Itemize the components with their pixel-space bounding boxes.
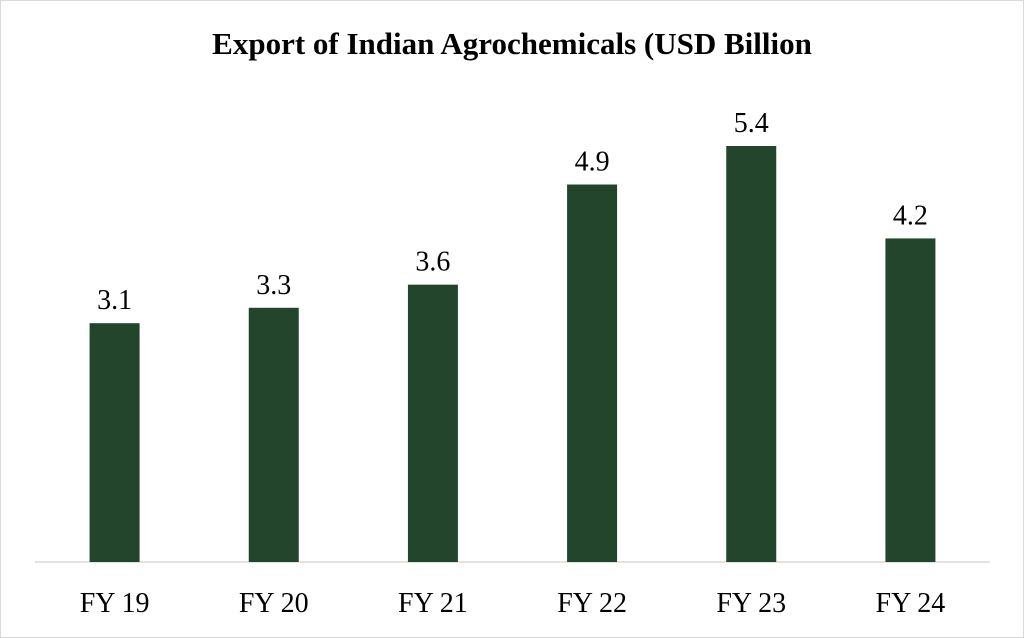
x-tick-label-fy-21: FY 21 bbox=[398, 588, 468, 619]
x-tick-label-fy-23: FY 23 bbox=[716, 588, 786, 619]
x-tick-labels-group: FY 19 FY 20 FY 21 FY 22 FY 23 FY 24 bbox=[80, 588, 946, 619]
bar-fy-19 bbox=[89, 323, 140, 562]
data-label-fy-20: 3.3 bbox=[256, 270, 291, 301]
x-tick-label-fy-19: FY 19 bbox=[80, 588, 150, 619]
bar-fy-24 bbox=[885, 238, 936, 562]
data-label-fy-21: 3.6 bbox=[415, 247, 450, 278]
data-labels-group: 3.1 3.3 3.6 4.9 5.4 4.2 bbox=[97, 108, 928, 316]
x-tick-label-fy-20: FY 20 bbox=[239, 588, 309, 619]
data-label-fy-22: 4.9 bbox=[575, 147, 610, 178]
bar-fy-21 bbox=[407, 284, 458, 562]
data-label-fy-19: 3.1 bbox=[97, 285, 132, 316]
bar-fy-23 bbox=[726, 146, 777, 562]
x-tick-label-fy-24: FY 24 bbox=[876, 588, 946, 619]
x-tick-label-fy-22: FY 22 bbox=[557, 588, 627, 619]
data-label-fy-24: 4.2 bbox=[893, 200, 928, 231]
data-label-fy-23: 5.4 bbox=[734, 108, 769, 139]
bars-group bbox=[89, 146, 936, 562]
bar-fy-20 bbox=[248, 307, 299, 562]
bar-fy-22 bbox=[567, 184, 618, 562]
chart-title: Export of Indian Agrochemicals (USD Bill… bbox=[212, 26, 812, 61]
